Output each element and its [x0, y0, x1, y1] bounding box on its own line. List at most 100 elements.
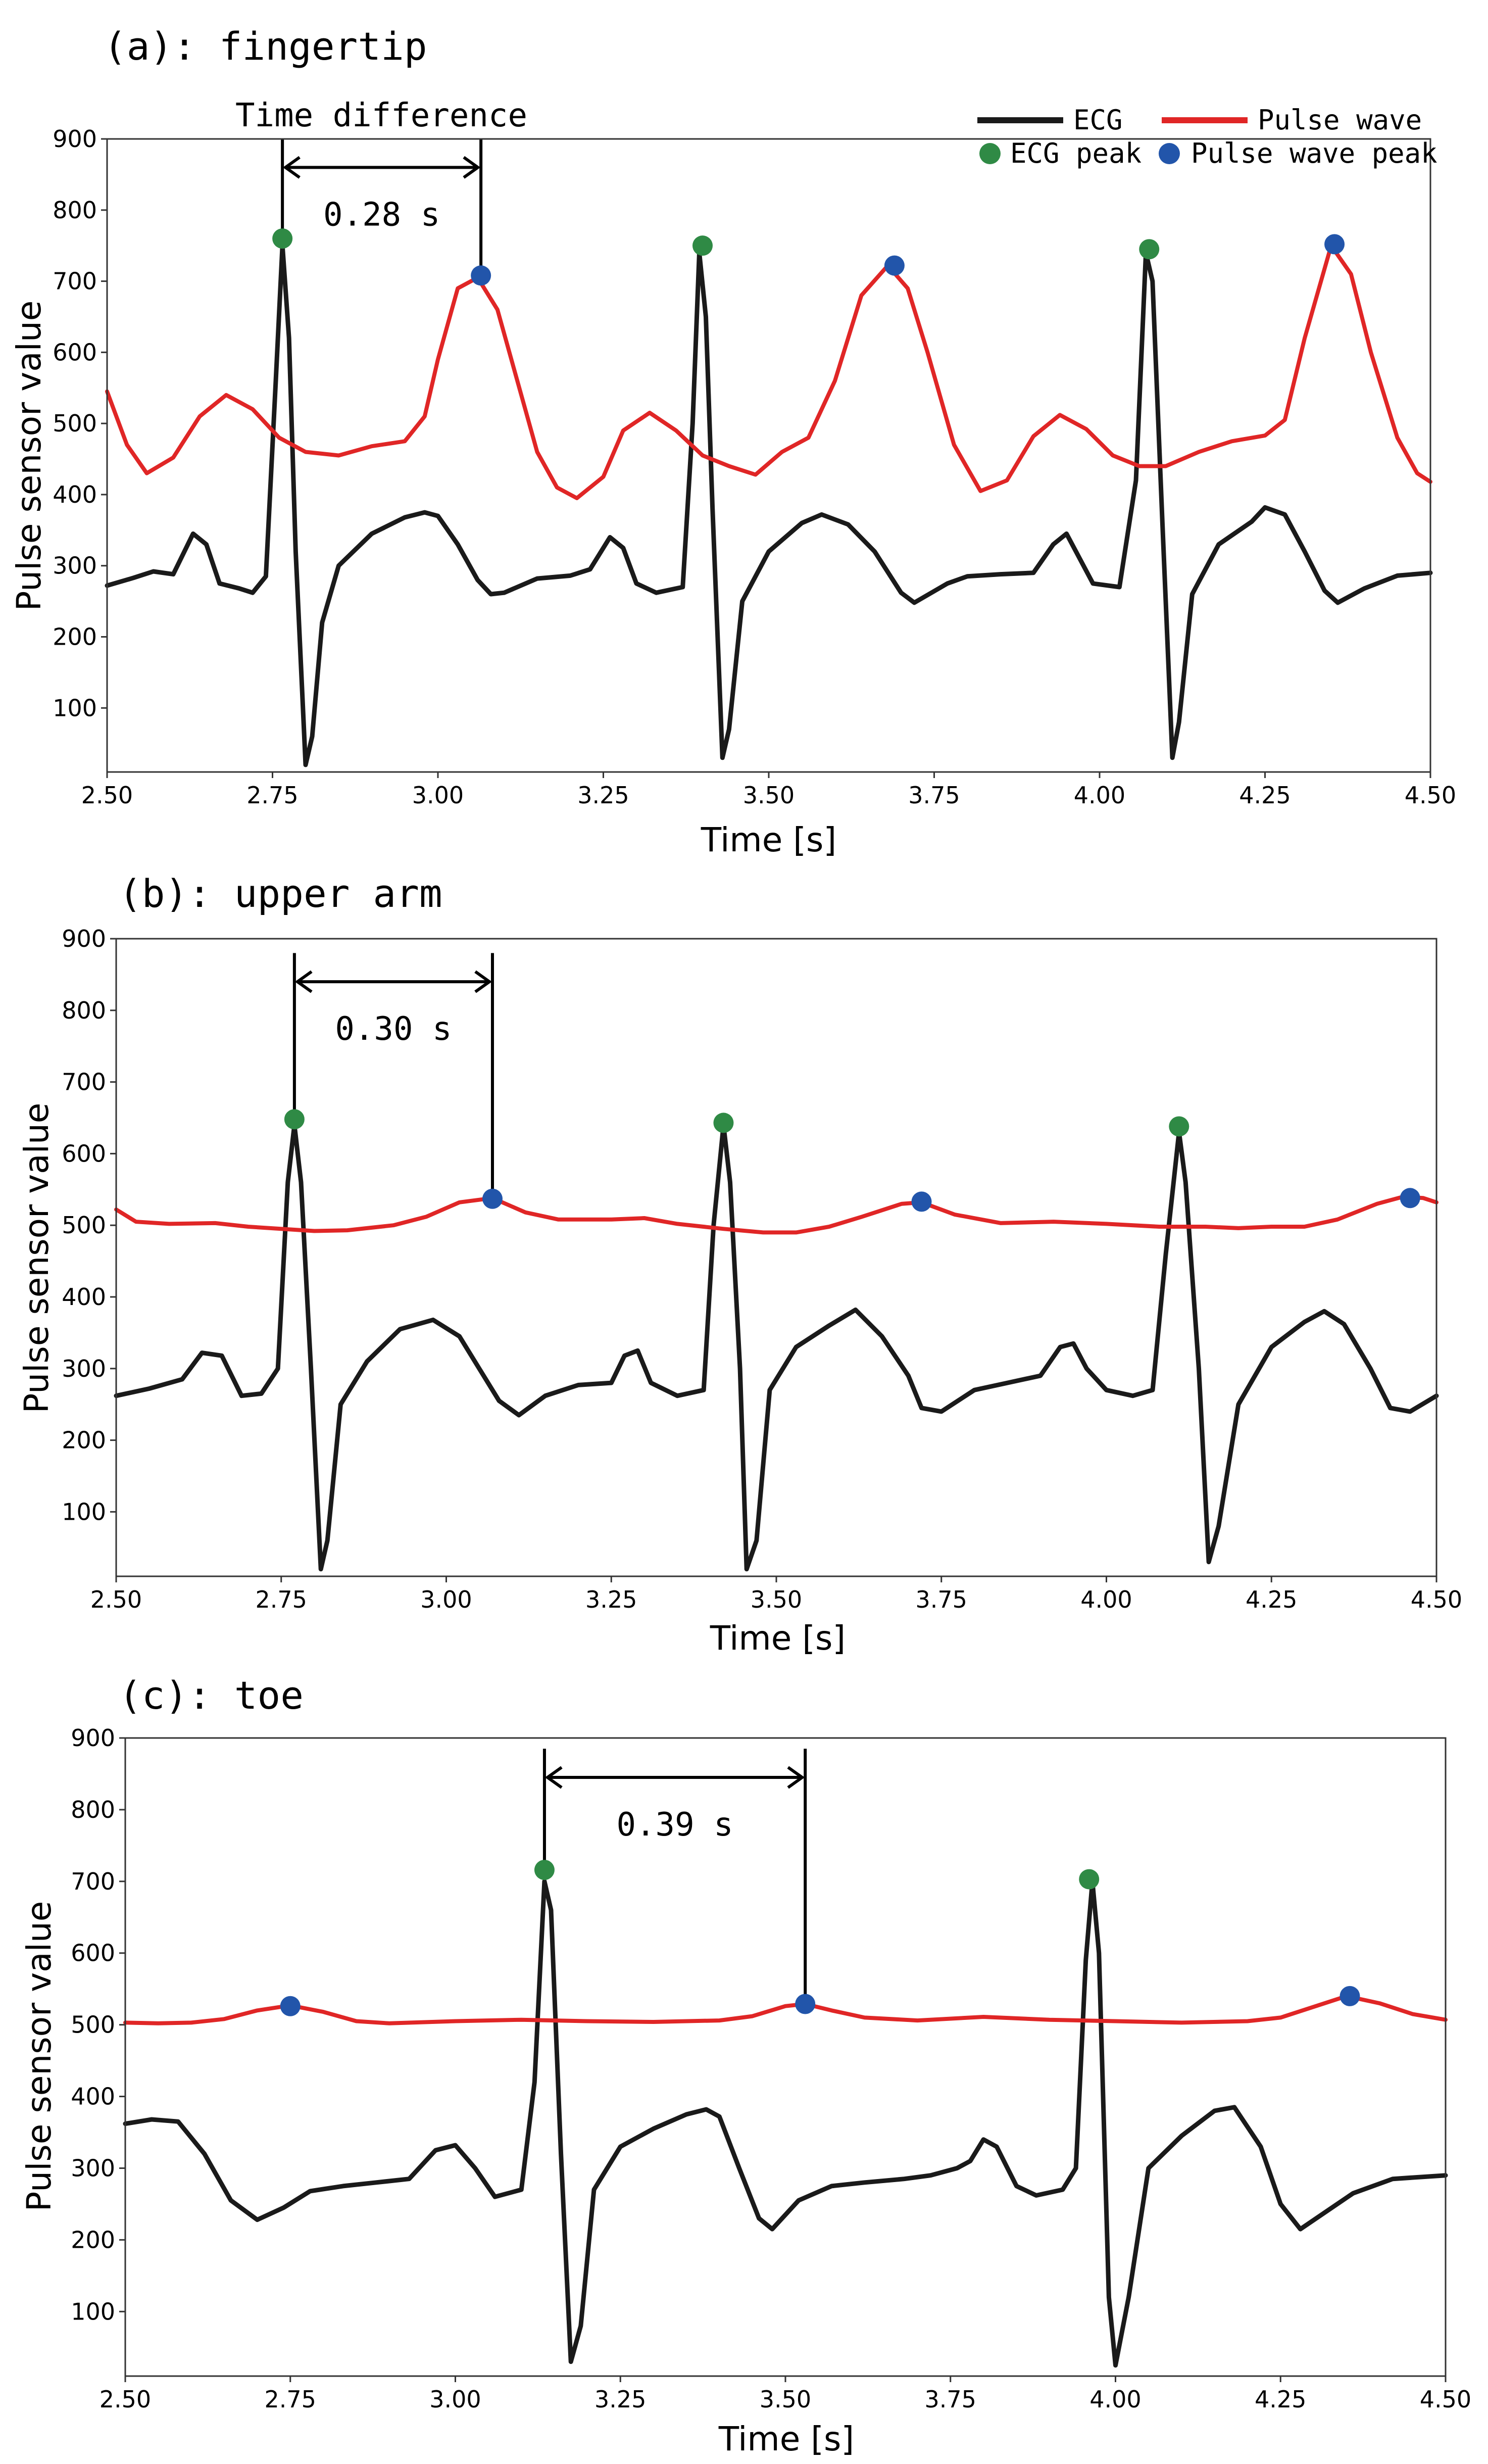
ecg-peak-marker: [534, 1860, 555, 1880]
x-tick-label: 4.50: [1405, 782, 1456, 809]
pulse-wave-series-line: [105, 244, 1432, 500]
y-tick-label: 900: [71, 1724, 115, 1752]
y-axis-label: Pulse sensor value: [20, 1901, 59, 2212]
time-difference-annotation: Time difference 0.28 s: [235, 97, 527, 276]
ecg-peak-marker: [1139, 239, 1160, 260]
x-tick-label: 3.25: [585, 1586, 637, 1613]
ecg-peak-marker: [272, 228, 293, 249]
legend-ecg-peak-swatch: [979, 143, 1001, 164]
panel-title: (b): upper arm: [119, 871, 442, 916]
ecg-series-line: [114, 1123, 1439, 1572]
axes-ticks: 2.50 2.75 3.00 3.25 3.50 3.75 4.00 4.25 4.50 100 2…: [71, 1724, 1471, 2413]
panel-b-upper-arm: (b): upper arm 2.50 2.75 3.00 3.25 3.50 3.75 4…: [17, 871, 1462, 1658]
x-tick-label: 3.50: [760, 2386, 811, 2413]
y-tick-label: 300: [71, 2154, 115, 2182]
x-axis-label: Time [s]: [718, 2420, 854, 2458]
y-tick-label: 600: [62, 1140, 106, 1167]
pulse-wave-peak-marker: [280, 1996, 301, 2016]
y-tick-label: 400: [53, 481, 97, 508]
annotation-arrowhead-right: [463, 156, 481, 179]
y-tick-label: 400: [71, 2083, 115, 2110]
annotation-arrowhead-left: [294, 970, 313, 993]
annotation-arrowhead-left: [544, 1766, 563, 1789]
peak-markers: [272, 228, 1345, 286]
plot-frame: [115, 938, 1437, 1577]
y-tick-label: 300: [53, 552, 97, 579]
x-tick-label: 4.25: [1255, 2386, 1306, 2413]
pulse-wave-peak-marker: [1340, 1986, 1360, 2006]
y-tick-label: 800: [53, 197, 97, 224]
y-tick-label: 800: [71, 1796, 115, 1823]
y-axis-label: Pulse sensor value: [17, 1103, 56, 1414]
x-axis-label: Time [s]: [701, 820, 836, 859]
y-tick-label: 700: [53, 268, 97, 295]
time-difference-annotation: 0.30 s: [292, 953, 494, 1199]
annotation-arrowhead-right: [474, 970, 492, 993]
x-tick-label: 2.75: [265, 2386, 316, 2413]
x-tick-label: 2.75: [246, 782, 298, 809]
x-tick-label: 2.75: [256, 1586, 307, 1613]
x-tick-label: 3.25: [594, 2386, 646, 2413]
y-tick-label: 300: [62, 1355, 106, 1382]
x-tick-label: 3.00: [412, 782, 464, 809]
y-tick-label: 100: [53, 694, 97, 721]
ecg-series-line: [123, 1879, 1448, 2368]
y-tick-label: 100: [71, 2298, 115, 2325]
axes-ticks: 2.50 2.75 3.00 3.25 3.50 3.75 4.00 4.25 4.50 100 2…: [53, 125, 1456, 809]
pulse-wave-peak-marker: [911, 1191, 932, 1212]
ecg-peak-marker: [1169, 1116, 1189, 1137]
pulse-wave-peak-marker: [482, 1188, 503, 1209]
series-lines: [114, 1123, 1439, 1572]
pulse-wave-peak-marker: [1400, 1188, 1420, 1209]
y-tick-label: 900: [62, 925, 106, 952]
pulse-wave-peak-marker: [471, 265, 491, 286]
annotation-label: 0.30 s: [335, 1010, 452, 1048]
y-tick-label: 400: [62, 1283, 106, 1311]
axes-ticks: 2.50 2.75 3.00 3.25 3.50 3.75 4.00 4.25 4.50 100 2…: [62, 925, 1462, 1613]
pulse-wave-peak-marker: [795, 1994, 816, 2014]
x-tick-label: 4.00: [1089, 2386, 1141, 2413]
legend-pulse-wave-peak-label: Pulse wave peak: [1191, 137, 1437, 169]
y-tick-label: 200: [71, 2226, 115, 2253]
x-tick-label: 3.50: [751, 1586, 802, 1613]
y-tick-label: 600: [53, 339, 97, 366]
x-tick-label: 2.50: [90, 1586, 142, 1613]
pulse-wave-series-line: [123, 1994, 1448, 2025]
x-tick-label: 3.50: [743, 782, 795, 809]
peak-markers: [280, 1860, 1360, 2016]
x-tick-label: 4.25: [1246, 1586, 1297, 1613]
ecg-peak-marker: [284, 1109, 305, 1130]
y-tick-label: 700: [71, 1868, 115, 1895]
annotation-label: 0.28 s: [323, 196, 440, 233]
x-tick-label: 3.75: [916, 1586, 967, 1613]
y-tick-label: 500: [71, 2011, 115, 2039]
pulse-wave-peak-marker: [1324, 234, 1345, 255]
x-tick-label: 3.00: [420, 1586, 472, 1613]
y-tick-label: 200: [62, 1427, 106, 1454]
x-tick-label: 2.50: [81, 782, 133, 809]
annotation-arrowhead-left: [282, 156, 301, 179]
x-tick-label: 3.75: [925, 2386, 976, 2413]
legend-ecg-label: ECG: [1073, 104, 1123, 136]
ecg-peak-marker: [692, 235, 713, 256]
panel-title: (c): toe: [119, 1673, 304, 1718]
legend: ECG Pulse wave ECG peak Pulse wave peak: [977, 104, 1437, 169]
x-tick-label: 2.50: [100, 2386, 151, 2413]
x-axis-label: Time [s]: [710, 1619, 846, 1658]
series-lines: [123, 1879, 1448, 2368]
annotation-arrowhead-right: [787, 1766, 805, 1789]
y-tick-label: 200: [53, 623, 97, 651]
x-tick-label: 3.00: [429, 2386, 481, 2413]
x-tick-label: 4.00: [1080, 1586, 1132, 1613]
x-tick-label: 4.25: [1239, 782, 1291, 809]
y-tick-label: 600: [71, 1940, 115, 1967]
legend-pulse-wave-peak-swatch: [1159, 143, 1180, 164]
pulse-wave-peak-marker: [884, 255, 905, 276]
annotation-label: 0.39 s: [616, 1806, 733, 1844]
annotation-header: Time difference: [235, 97, 527, 134]
x-tick-label: 4.50: [1420, 2386, 1471, 2413]
panel-c-toe: (c): toe 2.50 2.75 3.00 3.25 3.50 3.75 4.00 4.2…: [20, 1673, 1471, 2458]
ecg-series-line: [105, 243, 1433, 767]
y-tick-label: 700: [62, 1069, 106, 1096]
